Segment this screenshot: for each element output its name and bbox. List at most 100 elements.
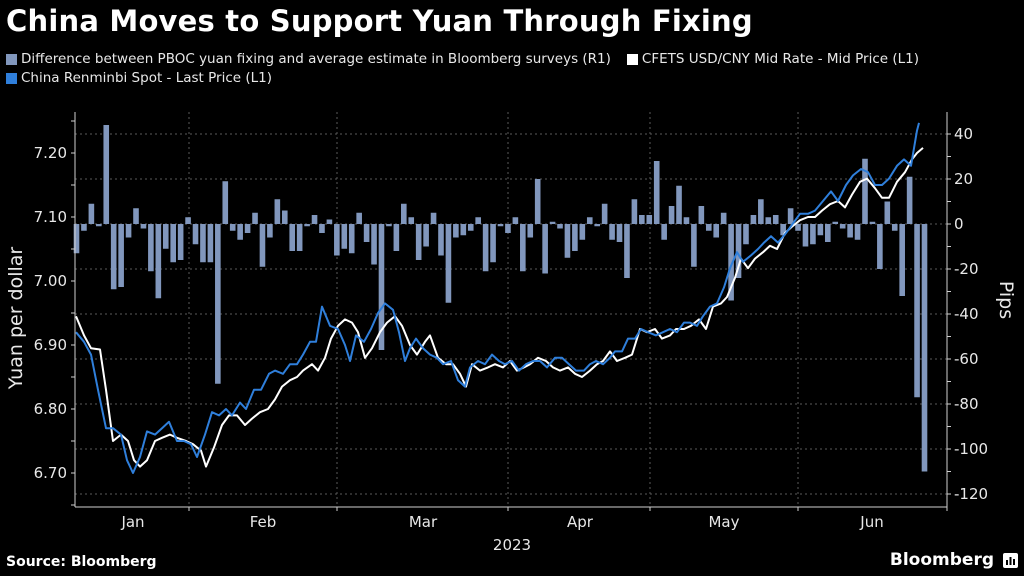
bloomberg-chart-icon bbox=[1003, 553, 1018, 568]
bar bbox=[378, 224, 385, 350]
bar bbox=[661, 224, 667, 240]
legend-item-pboc-difference: Difference between PBOC yuan fixing and … bbox=[6, 50, 611, 69]
axes: 7.20 7.10 7.00 6.90 6.80 6.70 40 20 0 -20 -40 -60 -8… bbox=[34, 112, 988, 531]
bar bbox=[579, 224, 586, 240]
bar bbox=[110, 224, 117, 290]
bar bbox=[400, 203, 407, 224]
bar bbox=[207, 224, 214, 263]
x-tick-label: May bbox=[708, 513, 739, 531]
bar bbox=[438, 224, 444, 256]
legend-item-renminbi-spot: China Renminbi Spot - Last Price (L1) bbox=[6, 69, 272, 88]
y-left-tick-label: 6.70 bbox=[34, 464, 67, 482]
bar bbox=[267, 224, 273, 238]
bar bbox=[445, 224, 452, 303]
bar bbox=[96, 224, 102, 227]
bar bbox=[81, 224, 87, 231]
bar bbox=[787, 208, 794, 224]
bar bbox=[423, 224, 429, 247]
y-right-tick-label: 0 bbox=[954, 215, 964, 233]
bar bbox=[765, 217, 772, 224]
bar bbox=[646, 215, 653, 224]
bar bbox=[564, 224, 571, 258]
bar bbox=[170, 224, 177, 263]
bar bbox=[482, 224, 489, 272]
y-left-tick-label: 6.80 bbox=[34, 400, 67, 418]
legend-label: Difference between PBOC yuan fixing and … bbox=[21, 51, 611, 67]
bar bbox=[572, 224, 578, 251]
y-right-tick-label: 40 bbox=[954, 125, 973, 143]
bar bbox=[542, 224, 548, 274]
bar bbox=[304, 224, 310, 227]
y-right-tick-label: -80 bbox=[954, 395, 979, 413]
bar bbox=[244, 224, 251, 233]
bar bbox=[162, 224, 169, 249]
line-renminbi-spot bbox=[75, 122, 920, 474]
bar bbox=[118, 224, 124, 287]
bar bbox=[854, 224, 861, 240]
bar bbox=[534, 179, 541, 224]
bar bbox=[862, 158, 868, 224]
bar bbox=[259, 224, 266, 267]
y-right-tick-label: -40 bbox=[954, 305, 979, 323]
bar bbox=[348, 224, 355, 254]
line-cfets-mid-rate bbox=[75, 147, 924, 468]
bar bbox=[616, 224, 623, 242]
y-left-tick-label: 7.20 bbox=[34, 144, 67, 162]
bar bbox=[594, 224, 601, 227]
bar bbox=[192, 224, 199, 245]
bar bbox=[676, 185, 682, 224]
bar bbox=[341, 224, 348, 249]
bar bbox=[735, 224, 742, 278]
bar bbox=[906, 176, 913, 224]
bar bbox=[758, 199, 764, 224]
bar bbox=[624, 224, 630, 278]
bar bbox=[713, 224, 720, 238]
bar bbox=[229, 224, 236, 231]
bar bbox=[237, 224, 243, 240]
bar bbox=[728, 224, 734, 301]
bar bbox=[222, 181, 229, 224]
bar bbox=[891, 224, 898, 231]
bar bbox=[415, 224, 422, 260]
y-right-tick-label: -60 bbox=[954, 350, 979, 368]
bar bbox=[698, 206, 705, 224]
chart-title: China Moves to Support Yuan Through Fixi… bbox=[6, 4, 753, 38]
bar bbox=[140, 224, 147, 229]
bar bbox=[125, 224, 132, 238]
bar bbox=[386, 224, 392, 227]
bar bbox=[453, 224, 459, 238]
bar bbox=[824, 224, 831, 242]
legend-item-cfets-mid: CFETS USD/CNY Mid Rate - Mid Price (L1) bbox=[626, 50, 920, 69]
x-tick-label: Mar bbox=[409, 513, 438, 531]
y-left-tick-label: 7.10 bbox=[34, 208, 67, 226]
bar bbox=[795, 224, 801, 231]
legend-label: CFETS USD/CNY Mid Rate - Mid Price (L1) bbox=[641, 51, 920, 67]
legend-swatch-white bbox=[626, 54, 638, 65]
x-tick-label: Feb bbox=[250, 513, 277, 531]
bar bbox=[743, 224, 749, 245]
y-axis-right-title: Pips bbox=[995, 281, 1017, 319]
legend-label: China Renminbi Spot - Last Price (L1) bbox=[21, 70, 272, 86]
bar bbox=[653, 161, 660, 224]
bar bbox=[177, 224, 184, 260]
bar bbox=[527, 224, 534, 238]
bar bbox=[371, 224, 377, 265]
bar bbox=[200, 224, 206, 263]
y-right-tick-label: -100 bbox=[954, 440, 988, 458]
bar bbox=[586, 217, 593, 224]
bar bbox=[363, 224, 370, 242]
bar bbox=[921, 224, 928, 472]
bar bbox=[289, 224, 296, 251]
bar bbox=[319, 224, 325, 233]
bar bbox=[601, 203, 608, 224]
bar bbox=[148, 224, 154, 272]
bar bbox=[720, 212, 727, 224]
bar bbox=[557, 224, 563, 229]
bar-series-pboc-difference bbox=[73, 125, 928, 472]
bar bbox=[512, 217, 519, 224]
legend-swatch-blue bbox=[6, 73, 17, 84]
bar bbox=[914, 224, 920, 398]
bar bbox=[185, 217, 191, 224]
bar bbox=[408, 217, 415, 224]
bar bbox=[430, 212, 437, 224]
